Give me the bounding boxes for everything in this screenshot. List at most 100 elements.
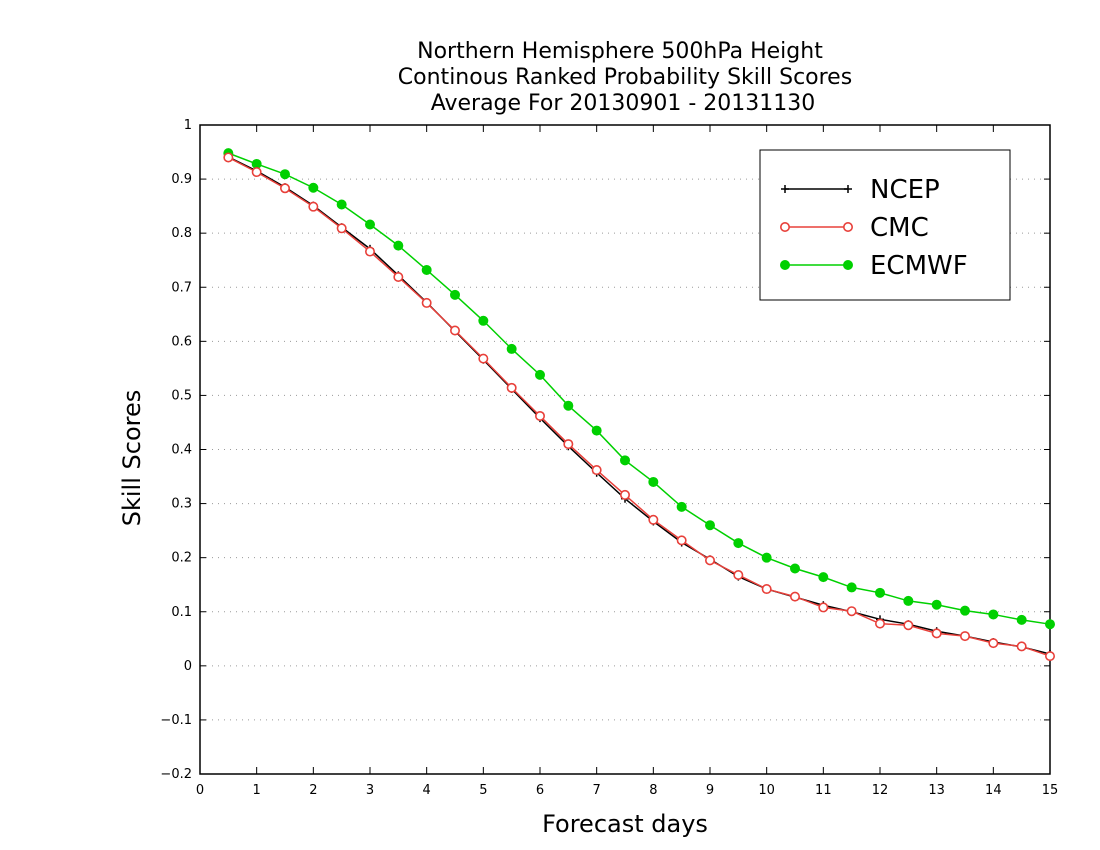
data-point-cmc xyxy=(223,152,234,163)
data-point-ecmwf xyxy=(903,595,914,606)
data-series xyxy=(223,148,1056,662)
x-tick-label: 8 xyxy=(649,783,657,798)
data-point-ecmwf xyxy=(421,264,432,275)
chart-title: Northern Hemisphere 500hPa Height Contin… xyxy=(398,39,852,116)
title-line-3: Average For 20130901 - 20131130 xyxy=(431,91,816,116)
data-point-ecmwf xyxy=(931,599,942,610)
data-point-ecmwf xyxy=(365,219,375,230)
data-point-ecmwf xyxy=(563,400,574,411)
x-tick-label: 3 xyxy=(366,783,374,798)
legend-marker-ecmwf xyxy=(843,260,853,270)
axes: −0.2−0.100.10.20.30.40.50.60.70.80.910 1 2… xyxy=(160,118,1058,798)
x-tick-label: 13 xyxy=(928,783,945,798)
title-line-1: Northern Hemisphere 500hPa Height xyxy=(417,39,823,64)
legend-item-cmc: CMC xyxy=(779,213,929,243)
data-point-ecmwf xyxy=(1016,614,1027,625)
data-point-ecmwf xyxy=(790,563,800,574)
data-point-cmc xyxy=(591,465,602,476)
data-point-cmc xyxy=(846,606,857,617)
x-tick-label: 4 xyxy=(423,783,431,798)
data-point-ecmwf xyxy=(818,572,829,583)
x-tick-label: 0 xyxy=(196,783,204,798)
data-point-ecmwf xyxy=(280,169,290,180)
data-point-cmc xyxy=(789,591,800,602)
x-tick-label: 6 xyxy=(536,783,544,798)
data-point-ecmwf xyxy=(875,587,885,598)
data-point-cmc xyxy=(761,584,772,595)
y-tick-label: 1 xyxy=(184,118,192,133)
data-point-cmc xyxy=(336,223,347,234)
x-tick-label: 7 xyxy=(593,783,601,798)
legend-label-cmc: CMC xyxy=(870,213,929,243)
x-tick-label: 5 xyxy=(479,783,487,798)
data-point-ecmwf xyxy=(336,199,347,210)
data-point-ecmwf xyxy=(676,501,687,512)
series-cmc xyxy=(223,152,1056,662)
legend-marker-cmc xyxy=(779,222,790,233)
data-point-cmc xyxy=(619,489,630,500)
data-point-ecmwf xyxy=(535,369,545,380)
data-point-ecmwf xyxy=(733,538,744,549)
data-point-ecmwf xyxy=(960,605,970,616)
data-point-cmc xyxy=(308,201,319,212)
y-tick-label: 0.8 xyxy=(171,226,192,241)
y-tick-label: 0.3 xyxy=(171,497,192,512)
data-point-ecmwf xyxy=(591,425,602,436)
y-tick-label: 0.9 xyxy=(171,172,192,187)
legend-box xyxy=(759,149,1011,301)
data-point-ecmwf xyxy=(761,552,772,563)
x-axis-title: Forecast days xyxy=(542,810,708,838)
data-point-cmc xyxy=(563,439,574,450)
data-point-ecmwf xyxy=(846,582,857,593)
data-point-cmc xyxy=(903,620,914,631)
x-tick-label: 11 xyxy=(815,783,832,798)
legend-item-ncep: NCEP xyxy=(781,175,940,205)
x-tick-label: 15 xyxy=(1042,783,1059,798)
legend-item-ecmwf: ECMWF xyxy=(780,251,968,281)
data-point-cmc xyxy=(818,602,829,613)
data-point-ecmwf xyxy=(648,476,659,487)
legend-label-ecmwf: ECMWF xyxy=(870,251,968,281)
data-point-cmc xyxy=(478,353,489,364)
legend-label-ncep: NCEP xyxy=(870,175,940,205)
data-point-cmc xyxy=(1016,641,1027,652)
x-tick-label: 9 xyxy=(706,783,714,798)
data-point-cmc xyxy=(874,618,885,629)
data-point-ecmwf xyxy=(450,289,460,300)
y-axis-title: Skill Scores xyxy=(118,390,146,527)
data-point-cmc xyxy=(648,514,659,525)
data-point-cmc xyxy=(421,297,432,308)
legend-marker-ecmwf xyxy=(780,260,790,270)
data-point-cmc xyxy=(506,382,517,393)
y-tick-label: 0.1 xyxy=(171,605,192,620)
legend-marker-ncep xyxy=(781,185,789,193)
data-point-ecmwf xyxy=(506,343,517,354)
series-ecmwf xyxy=(223,148,1055,630)
legend: NCEP CMC ECMWF xyxy=(759,149,1011,301)
data-point-ecmwf xyxy=(1045,619,1055,630)
x-tick-label: 10 xyxy=(758,783,775,798)
y-tick-label: 0.4 xyxy=(171,443,192,458)
data-point-cmc xyxy=(279,183,290,194)
data-point-cmc xyxy=(988,638,999,649)
y-tick-label: −0.2 xyxy=(160,767,192,782)
data-point-cmc xyxy=(1045,651,1056,662)
data-point-cmc xyxy=(676,535,687,546)
y-tick-label: 0.2 xyxy=(171,551,192,566)
data-point-ecmwf xyxy=(620,455,630,466)
data-point-ecmwf xyxy=(988,609,999,620)
x-tick-label: 2 xyxy=(309,783,317,798)
y-tick-label: 0.5 xyxy=(171,388,192,403)
data-point-cmc xyxy=(251,167,262,178)
data-point-ecmwf xyxy=(393,240,404,251)
legend-marker-ncep xyxy=(844,185,852,193)
data-point-cmc xyxy=(534,410,545,421)
data-point-ecmwf xyxy=(308,182,319,193)
data-point-cmc xyxy=(733,569,744,580)
data-point-cmc xyxy=(931,628,942,639)
y-tick-label: 0 xyxy=(184,659,192,674)
x-tick-label: 12 xyxy=(872,783,889,798)
title-line-2: Continous Ranked Probability Skill Score… xyxy=(398,65,852,90)
